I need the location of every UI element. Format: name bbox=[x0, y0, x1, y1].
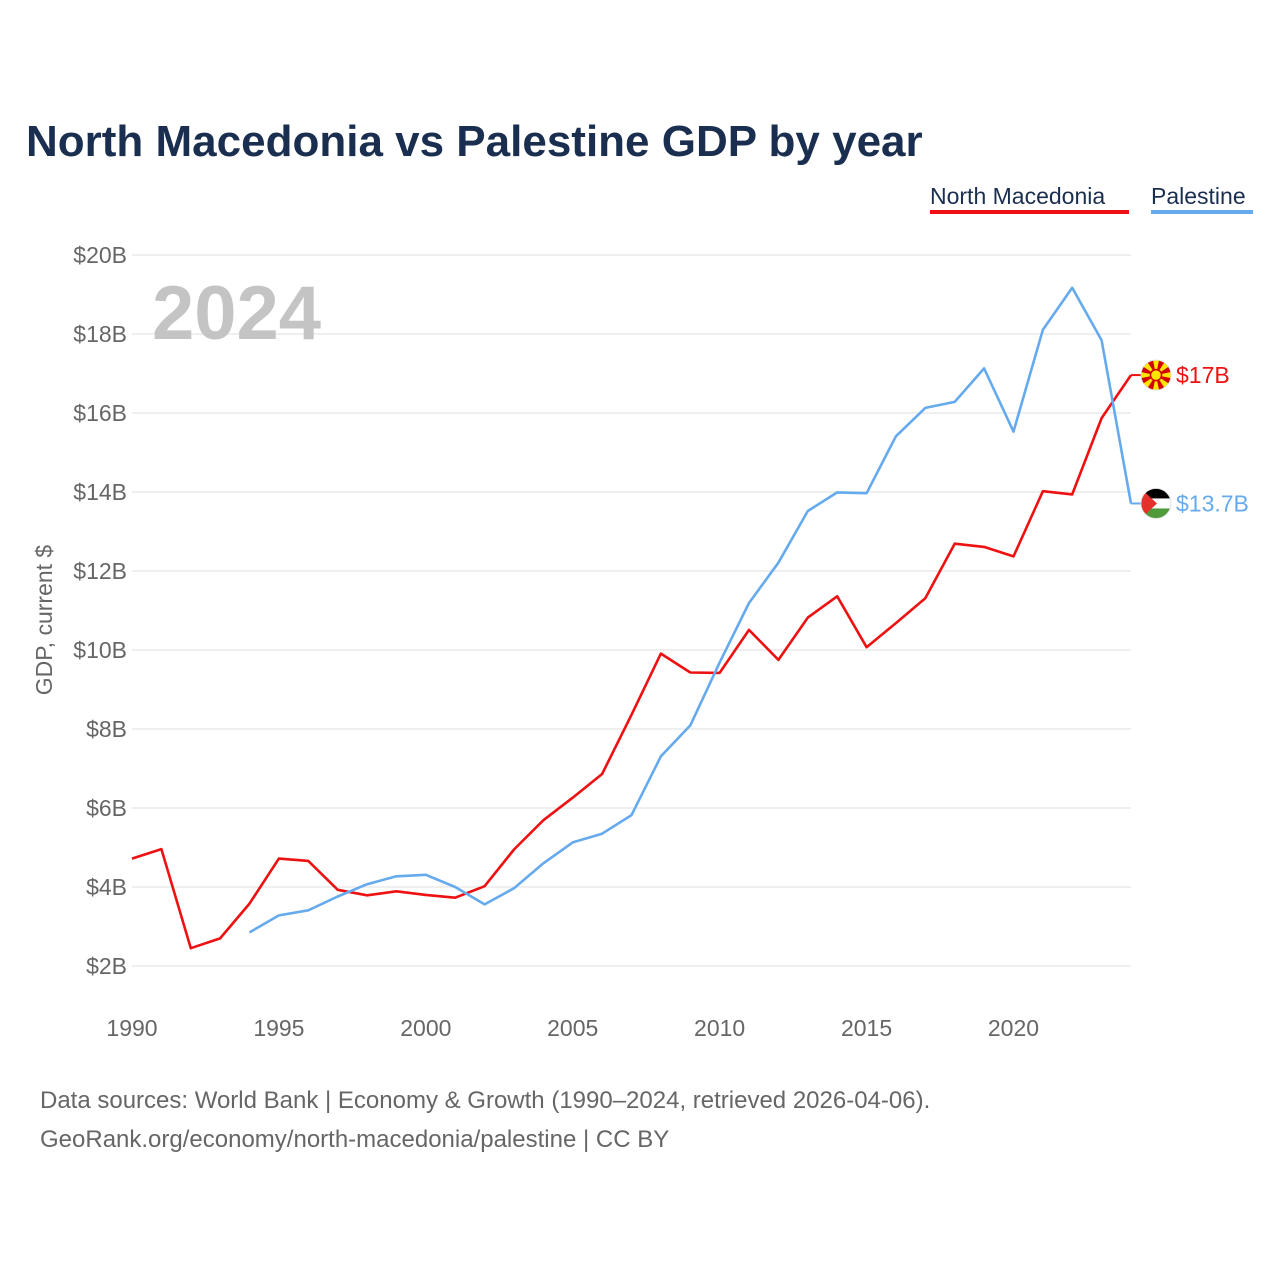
data-point-north-macedonia bbox=[1008, 551, 1018, 561]
grid-lines bbox=[132, 254, 1131, 967]
y-tick-label: $2B bbox=[86, 953, 127, 979]
data-point-north-macedonia bbox=[303, 856, 313, 866]
x-tick-label: 2020 bbox=[988, 1015, 1039, 1041]
data-point-north-macedonia bbox=[832, 591, 842, 601]
data-point-north-macedonia bbox=[156, 844, 166, 854]
data-point-north-macedonia bbox=[509, 844, 519, 854]
data-point-north-macedonia bbox=[480, 881, 490, 891]
data-point-north-macedonia bbox=[920, 593, 930, 603]
data-point-palestine bbox=[303, 905, 313, 915]
data-point-palestine bbox=[538, 858, 548, 868]
data-point-north-macedonia bbox=[685, 668, 695, 678]
data-point-north-macedonia bbox=[362, 890, 372, 900]
year-watermark: 2024 bbox=[152, 271, 321, 356]
palestine-flag-icon bbox=[1140, 488, 1172, 519]
data-point-palestine bbox=[891, 431, 901, 441]
data-point-north-macedonia bbox=[450, 893, 460, 903]
data-point-palestine bbox=[1067, 283, 1077, 293]
data-point-north-macedonia bbox=[421, 890, 431, 900]
data-point-palestine bbox=[1008, 427, 1018, 437]
x-tick-label: 1990 bbox=[106, 1015, 157, 1041]
data-point-palestine bbox=[744, 598, 754, 608]
data-point-north-macedonia bbox=[862, 642, 872, 652]
legend-item-north-macedonia[interactable]: North Macedonia bbox=[930, 183, 1105, 209]
data-point-north-macedonia bbox=[1038, 486, 1048, 496]
y-tick-label: $18B bbox=[73, 321, 127, 347]
data-point-north-macedonia bbox=[245, 899, 255, 909]
y-tick-label: $8B bbox=[86, 716, 127, 742]
data-point-palestine bbox=[509, 883, 519, 893]
data-point-north-macedonia bbox=[979, 542, 989, 552]
data-point-north-macedonia bbox=[891, 618, 901, 628]
legend: North Macedonia Palestine bbox=[930, 183, 1253, 214]
footer-url[interactable]: GeoRank.org/economy/north-macedonia/pale… bbox=[40, 1126, 669, 1153]
data-point-north-macedonia bbox=[186, 943, 196, 953]
end-labels: $17B $13.7B bbox=[1131, 359, 1249, 519]
data-point-palestine bbox=[685, 720, 695, 730]
series-line-north-macedonia bbox=[131, 374, 1133, 950]
data-point-palestine bbox=[627, 810, 637, 820]
y-axis-label: GDP, current $ bbox=[31, 545, 57, 696]
y-tick-label: $14B bbox=[73, 479, 127, 505]
x-axis-ticks: 1990 1995 2000 2005 2010 2015 2020 bbox=[106, 1015, 1039, 1041]
data-point-palestine bbox=[362, 879, 372, 889]
data-point-north-macedonia bbox=[803, 613, 813, 623]
data-point-north-macedonia bbox=[597, 769, 607, 779]
y-tick-label: $10B bbox=[73, 637, 127, 663]
y-tick-label: $16B bbox=[73, 400, 127, 426]
chart-title: North Macedonia vs Palestine GDP by year bbox=[26, 117, 923, 166]
data-point-palestine bbox=[245, 927, 255, 937]
data-point-palestine bbox=[862, 488, 872, 498]
data-point-palestine bbox=[274, 910, 284, 920]
x-tick-label: 2010 bbox=[694, 1015, 745, 1041]
data-point-palestine bbox=[715, 658, 725, 668]
data-point-north-macedonia bbox=[950, 539, 960, 549]
legend-item-palestine[interactable]: Palestine bbox=[1151, 183, 1246, 209]
end-value-label-palestine: $13.7B bbox=[1176, 490, 1249, 516]
data-point-palestine bbox=[803, 506, 813, 516]
data-point-palestine bbox=[979, 363, 989, 373]
data-point-palestine bbox=[1038, 325, 1048, 335]
data-point-palestine bbox=[480, 899, 490, 909]
data-point-north-macedonia bbox=[1097, 413, 1107, 423]
y-tick-label: $4B bbox=[86, 874, 127, 900]
data-point-palestine bbox=[920, 403, 930, 413]
data-point-north-macedonia bbox=[1067, 489, 1077, 499]
y-tick-label: $12B bbox=[73, 558, 127, 584]
data-point-palestine bbox=[333, 891, 343, 901]
data-point-north-macedonia bbox=[656, 649, 666, 659]
data-point-palestine bbox=[832, 487, 842, 497]
series-lines bbox=[127, 283, 1133, 953]
data-point-north-macedonia bbox=[744, 625, 754, 635]
y-axis-ticks: $2B $4B $6B $8B $10B $12B $14B $16B $18B $20B bbox=[73, 242, 127, 979]
y-tick-label: $6B bbox=[86, 795, 127, 821]
x-tick-label: 2015 bbox=[841, 1015, 892, 1041]
y-tick-label: $20B bbox=[73, 242, 127, 268]
x-tick-label: 1995 bbox=[253, 1015, 304, 1041]
data-point-north-macedonia bbox=[627, 710, 637, 720]
footer-sources: Data sources: World Bank | Economy & Gro… bbox=[40, 1087, 930, 1114]
north-macedonia-flag-icon bbox=[1140, 359, 1172, 391]
data-point-north-macedonia bbox=[773, 655, 783, 665]
data-point-palestine bbox=[773, 558, 783, 568]
data-point-north-macedonia bbox=[538, 815, 548, 825]
data-point-palestine bbox=[421, 870, 431, 880]
data-point-palestine bbox=[450, 882, 460, 892]
x-tick-label: 2005 bbox=[547, 1015, 598, 1041]
data-point-palestine bbox=[656, 751, 666, 761]
data-point-north-macedonia bbox=[127, 854, 137, 864]
end-value-label-north-macedonia: $17B bbox=[1176, 362, 1230, 388]
data-point-palestine bbox=[568, 837, 578, 847]
data-point-north-macedonia bbox=[568, 793, 578, 803]
data-point-palestine bbox=[950, 397, 960, 407]
data-point-palestine bbox=[1097, 335, 1107, 345]
data-point-north-macedonia bbox=[274, 854, 284, 864]
data-point-palestine bbox=[391, 871, 401, 881]
x-tick-label: 2000 bbox=[400, 1015, 451, 1041]
data-point-north-macedonia bbox=[391, 886, 401, 896]
series-line-palestine bbox=[248, 286, 1133, 934]
data-point-palestine bbox=[597, 829, 607, 839]
data-point-north-macedonia bbox=[215, 933, 225, 943]
